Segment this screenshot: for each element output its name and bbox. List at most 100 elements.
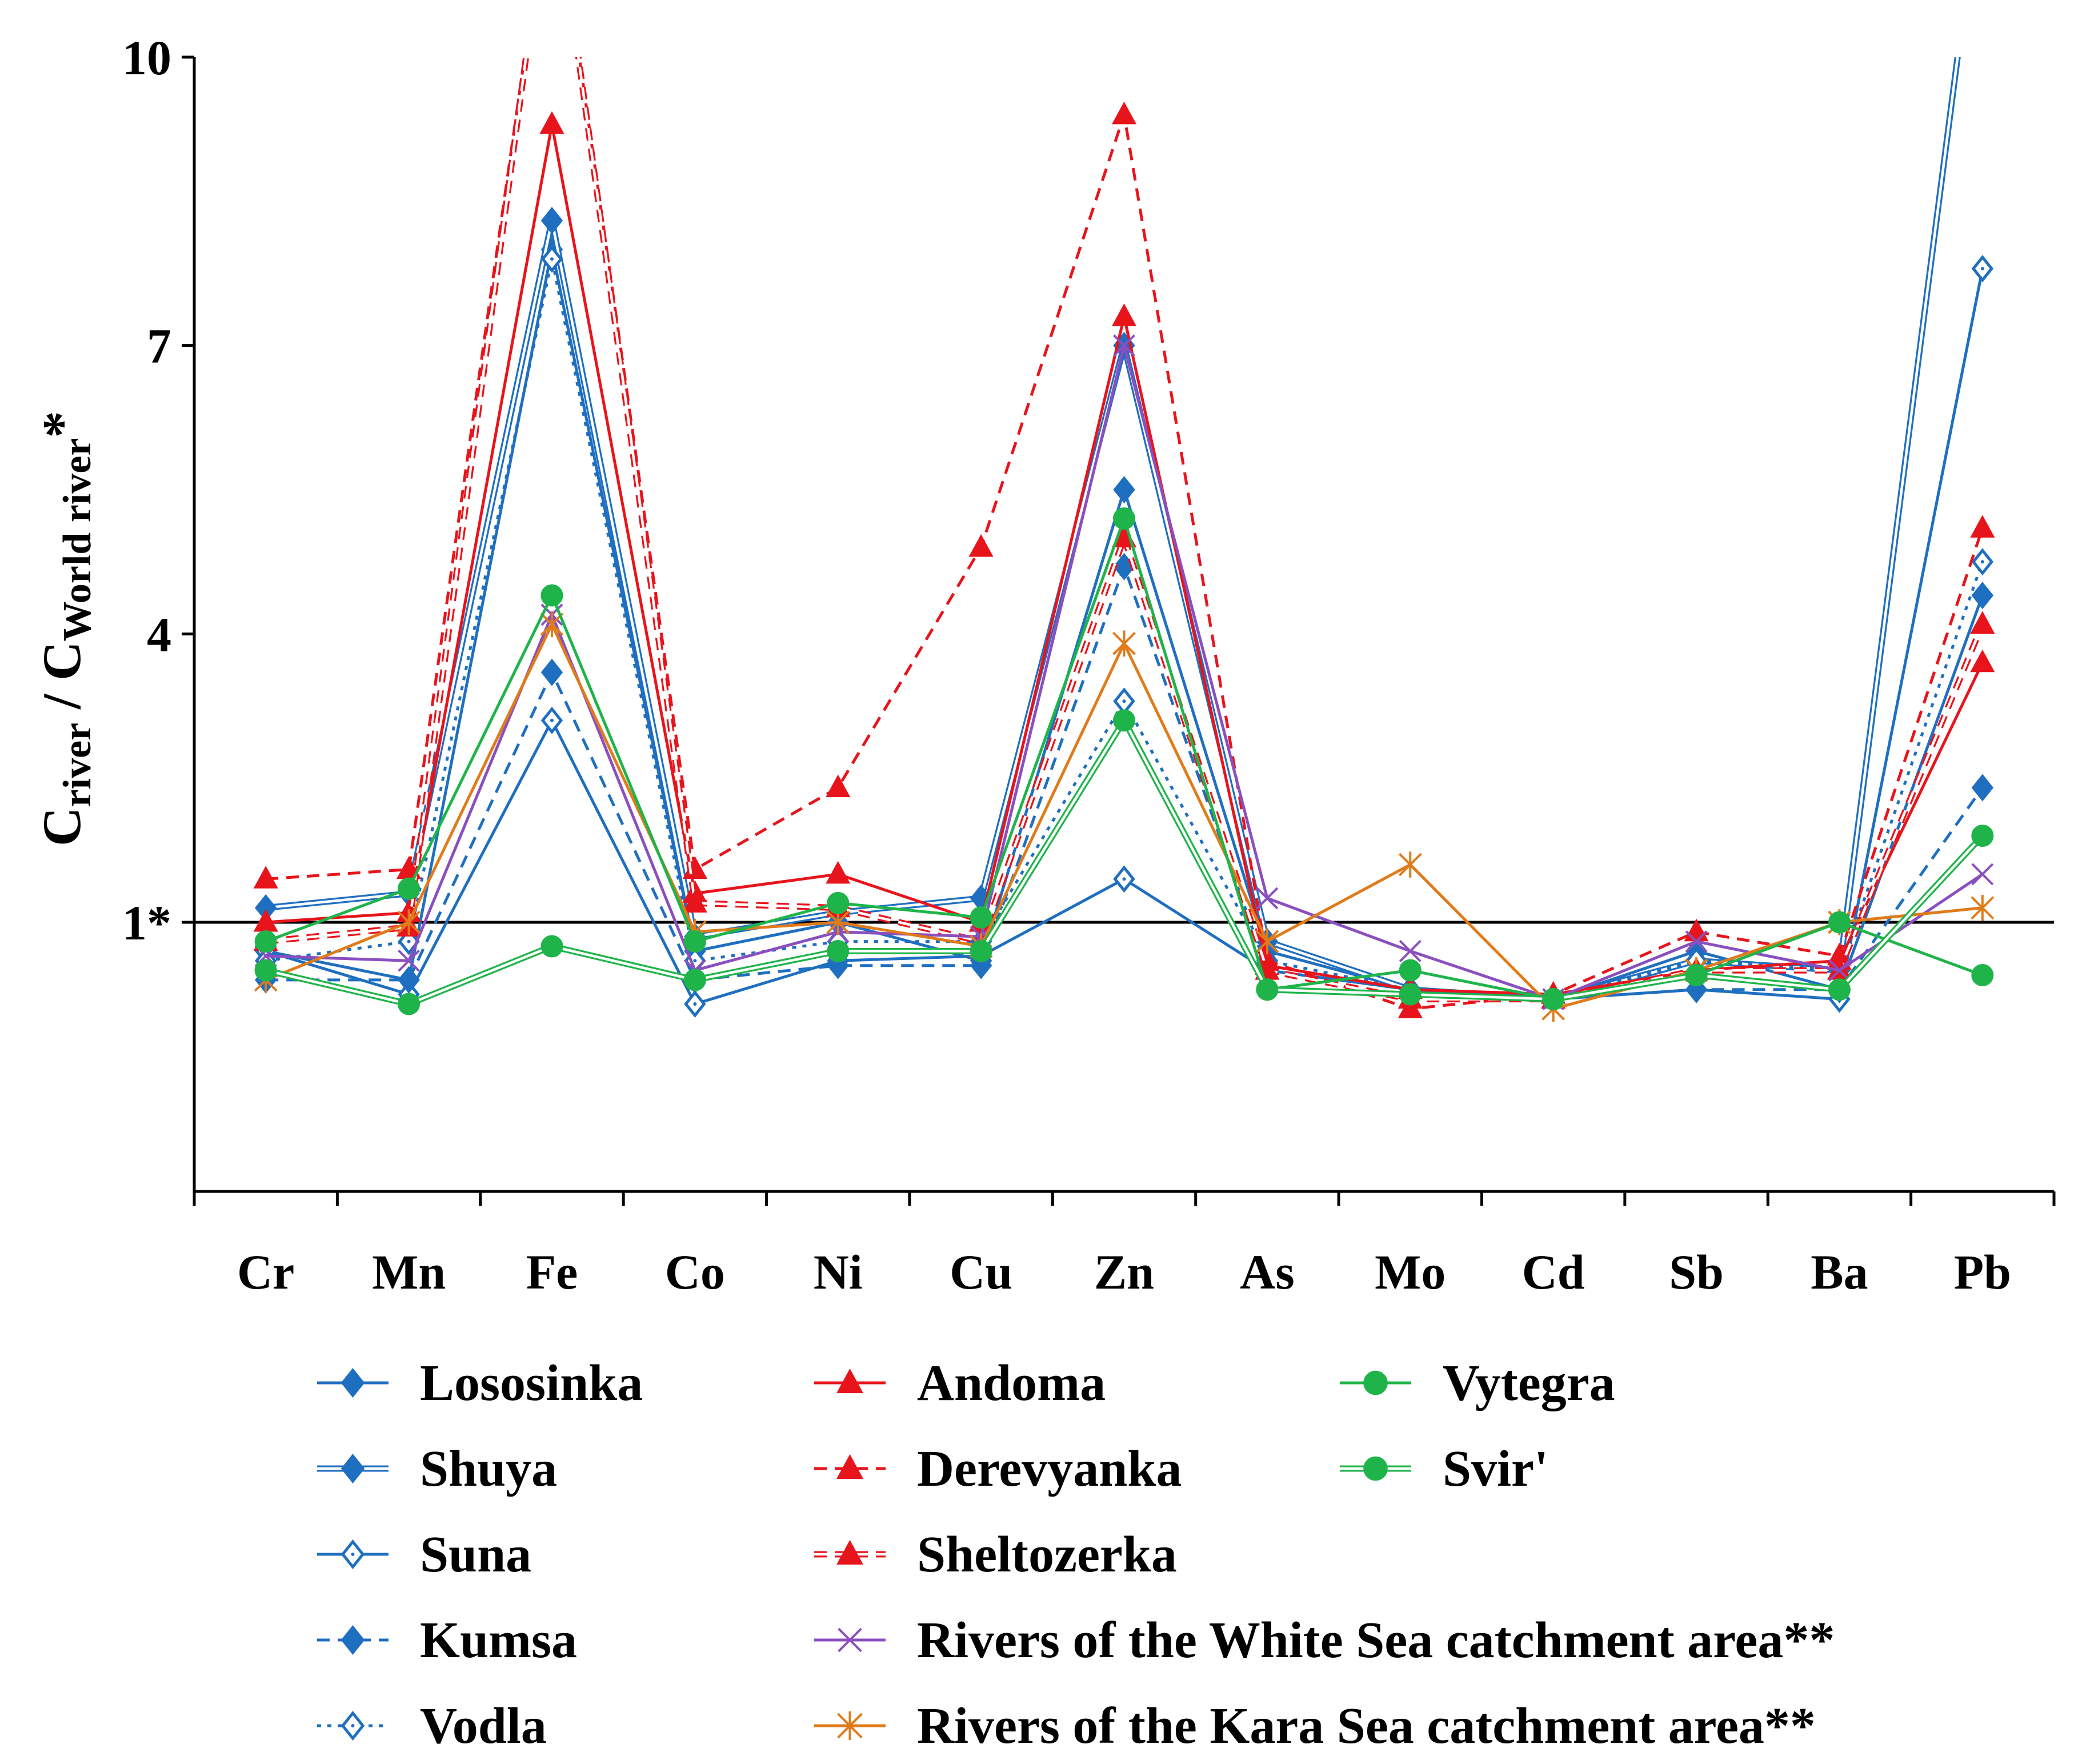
data-point-vytegra-pb: [1971, 964, 1994, 987]
legend-label-rivers-of-the-white-sea-catchment-area: Rivers of the White Sea catchment area**: [917, 1612, 1835, 1669]
legend-label-vodla: Vodla: [420, 1698, 547, 1754]
data-point-rivers-of-the-kara-sea-catchment-area-mn: [397, 909, 421, 935]
x-tick-label-cr: Cr: [237, 1245, 294, 1299]
data-point-derevyanka-ni: [826, 774, 851, 797]
data-point-svir-pb: [1971, 825, 1994, 847]
legend-marker-rivers-of-the-white-sea-catchment-area: [838, 1627, 862, 1653]
data-point-rivers-of-the-kara-sea-catchment-area-mo: [1398, 851, 1422, 878]
x-tick-label-pb: Pb: [1954, 1245, 2011, 1299]
legend-item-suna: Suna: [317, 1526, 531, 1583]
legend-marker-kumsa: [341, 1625, 365, 1655]
data-point-lososinka-zn: [1113, 475, 1135, 503]
legend-marker-shuya: [341, 1453, 365, 1484]
data-point-vodla-fe: [540, 245, 563, 273]
data-point-derevyanka-cr: [253, 866, 278, 889]
series-shuya: [254, 57, 1961, 1013]
data-point-rivers-of-the-kara-sea-catchment-area-fe: [540, 611, 564, 638]
data-point-rivers-of-the-kara-sea-catchment-area-zn: [1112, 630, 1136, 657]
x-tick-label-as: As: [1240, 1245, 1295, 1299]
series-kumsa: [254, 553, 1994, 1013]
data-point-rivers-of-the-white-sea-catchment-area-pb: [1971, 863, 1994, 886]
legend-label-kumsa: Kumsa: [420, 1612, 577, 1669]
data-point-lososinka-pb: [1971, 582, 1994, 610]
x-tick-label-fe: Fe: [526, 1245, 578, 1299]
data-point-vytegra-mn: [398, 877, 421, 900]
x-tick-label-mn: Mn: [372, 1245, 446, 1299]
data-point-svir-sb: [1685, 964, 1708, 987]
x-tick-label-cu: Cu: [950, 1245, 1012, 1299]
legend-item-kumsa: Kumsa: [317, 1612, 577, 1669]
data-point-svir-zn: [1113, 709, 1135, 732]
y-tick-label-7: 7: [147, 319, 171, 374]
data-point-derevyanka-pb: [1970, 515, 1995, 538]
legend-item-vytegra: Vytegra: [1340, 1355, 1615, 1411]
series-line-vytegra: [265, 517, 1983, 1001]
x-tick-label-mo: Mo: [1375, 1245, 1446, 1299]
legend-marker-andoma: [836, 1368, 863, 1393]
data-point-derevyanka-cu: [968, 534, 994, 557]
legend-marker-derevyanka: [836, 1454, 863, 1479]
legend: Lososinka Shuya Suna Kumsa Vodla Andoma Derevy…: [317, 1355, 1835, 1754]
legend-label-shuya: Shuya: [420, 1441, 557, 1497]
data-point-svir-ni: [827, 939, 850, 962]
x-tick-label-zn: Zn: [1094, 1245, 1154, 1299]
x-tick-label-ni: Ni: [814, 1245, 863, 1299]
data-point-derevyanka-zn: [1111, 101, 1137, 125]
legend-item-rivers-of-the-white-sea-catchment-area: Rivers of the White Sea catchment area**: [814, 1612, 1835, 1669]
data-point-vytegra-co: [683, 930, 706, 953]
legend-item-rivers-of-the-kara-sea-catchment-area: Rivers of the Kara Sea catchment area**: [814, 1698, 1816, 1754]
series-vytegra: [254, 507, 1994, 1011]
legend-label-derevyanka: Derevyanka: [917, 1441, 1182, 1497]
y-tick-label-4: 4: [147, 607, 171, 662]
data-point-svir-cu: [970, 939, 992, 962]
legend-marker-sheltozerka: [836, 1539, 863, 1565]
legend-marker-lososinka: [341, 1367, 365, 1398]
data-point-andoma-pb: [1970, 649, 1995, 673]
legend-label-svir: Svir': [1443, 1441, 1548, 1497]
data-point-vytegra-cr: [254, 930, 277, 953]
data-point-rivers-of-the-white-sea-catchment-area-zn: [1113, 334, 1135, 357]
legend-item-vodla: Vodla: [317, 1698, 547, 1754]
legend-item-shuya: Shuya: [317, 1441, 557, 1497]
series-group: [253, 57, 1995, 1022]
x-tick-label-co: Co: [665, 1245, 725, 1299]
series-svir: [254, 709, 1994, 1015]
data-point-rivers-of-the-white-sea-catchment-area-mo: [1399, 940, 1422, 962]
data-point-vytegra-zn: [1113, 507, 1135, 530]
data-point-svir-co: [683, 969, 706, 991]
data-point-sheltozerka-pb: [1970, 611, 1995, 634]
x-tick-label-ba: Ba: [1811, 1245, 1868, 1299]
data-point-vytegra-cu: [970, 906, 992, 929]
x-tick-label-sb: Sb: [1669, 1245, 1724, 1299]
y-tick-label-1: 1*: [122, 895, 171, 950]
data-point-suna-fe: [540, 706, 563, 734]
legend-marker-svir: [1363, 1456, 1388, 1481]
data-point-svir-mn: [398, 993, 421, 1015]
legend-item-andoma: Andoma: [814, 1355, 1106, 1411]
data-point-rivers-of-the-white-sea-catchment-area-ba: [1828, 959, 1851, 982]
series-line-rivers-of-the-kara-sea-catchment-area: [265, 623, 1983, 1010]
data-point-suna-zn: [1113, 865, 1135, 893]
legend-label-andoma: Andoma: [917, 1355, 1106, 1411]
data-point-vytegra-mo: [1399, 959, 1422, 982]
data-point-svir-ba: [1828, 978, 1851, 1001]
legend-label-vytegra: Vytegra: [1443, 1355, 1615, 1411]
legend-marker-vodla: [341, 1710, 365, 1741]
series-line-rivers-of-the-white-sea-catchment-area: [266, 344, 1984, 1001]
data-point-kumsa-fe: [540, 658, 563, 686]
series-line-derevyanka: [266, 57, 1984, 1010]
data-point-rivers-of-the-white-sea-catchment-area-as: [1256, 887, 1279, 910]
legend-label-suna: Suna: [420, 1526, 531, 1583]
axes-group: Cr Mn Fe Co Ni Cu Zn As Mo Cd Sb Ba Pb 10 7 4 1* Criver /…: [31, 30, 2056, 1299]
data-point-andoma-zn: [1111, 303, 1137, 326]
data-point-vodla-zn: [1113, 687, 1135, 715]
data-point-rivers-of-the-kara-sea-catchment-area-pb: [1971, 894, 1995, 921]
series-vodla: [254, 245, 1994, 1013]
data-point-svir-cd: [1542, 988, 1565, 1011]
data-point-vytegra-fe: [540, 584, 563, 607]
data-point-suna-co: [684, 990, 706, 1018]
series-sheltozerka: [253, 57, 1995, 1009]
data-point-rivers-of-the-white-sea-catchment-area-mn: [398, 949, 420, 972]
data-point-andoma-ni: [826, 861, 851, 884]
